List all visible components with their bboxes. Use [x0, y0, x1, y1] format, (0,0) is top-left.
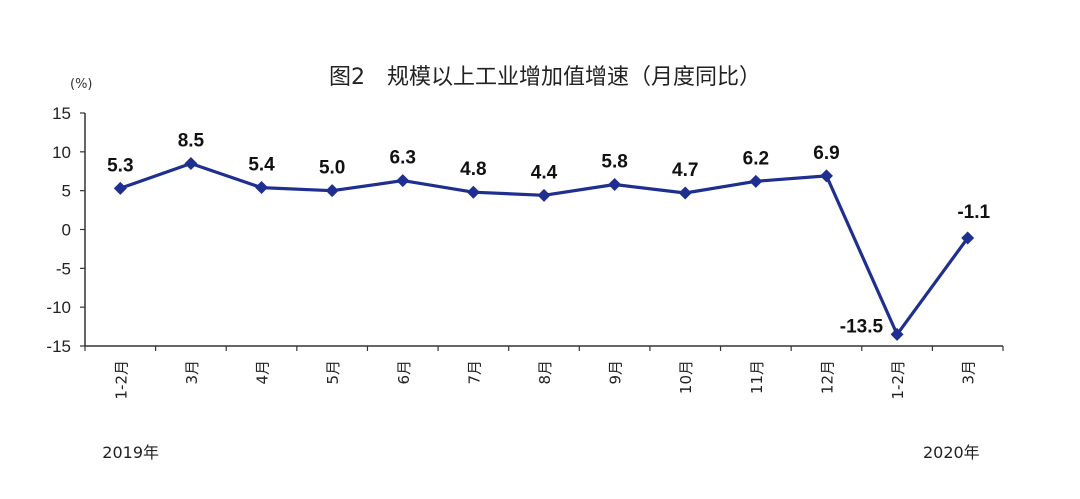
data-point-marker: [325, 184, 339, 198]
data-point-marker: [255, 181, 269, 195]
x-tick-label: 3月: [960, 360, 978, 385]
data-label: 4.7: [672, 160, 698, 181]
x-tick-label: 4月: [254, 360, 272, 385]
chart-axes: [84, 113, 1003, 347]
y-axis-ticks: 15 10 5 0 -5 -10 -15: [46, 104, 85, 356]
data-point-marker: [466, 185, 480, 199]
y-unit-label: (%): [70, 77, 93, 92]
data-point-marker: [537, 188, 551, 202]
y-tick-label: 0: [62, 221, 71, 240]
x-tick-label: 1-2月: [112, 360, 130, 400]
data-label: 4.4: [531, 162, 558, 183]
x-axis-ticks: 1-2月 3月 4月 5月 6月 7月 8月 9月 10月 11月 12月 1-2月 3月: [84, 346, 1004, 400]
data-point-marker: [890, 327, 904, 341]
y-tick-label: -5: [56, 259, 71, 278]
x-tick-label: 11月: [748, 360, 766, 394]
x-tick-label: 1-2月: [889, 360, 907, 400]
data-label: 6.2: [743, 148, 769, 169]
chart-title: 图2 规模以上工业增加值增速（月度同比）: [329, 65, 761, 90]
x-tick-label: 6月: [395, 360, 413, 385]
year-label-2020: 2020年: [923, 443, 980, 462]
x-tick-label: 10月: [677, 360, 695, 394]
year-label-2019: 2019年: [102, 443, 159, 462]
data-label: 5.3: [107, 155, 133, 176]
data-labels: 5.3 8.5 5.4 5.0 6.3 4.8 4.4 5.8 4.7 6.2 6.9 -13.5 -1…: [107, 130, 990, 337]
data-point-marker: [184, 156, 198, 170]
data-point-marker: [396, 174, 410, 188]
data-label: 8.5: [178, 130, 205, 151]
year-labels: 2019年 2020年: [102, 443, 979, 462]
data-point-marker: [608, 177, 622, 191]
data-point-marker: [749, 174, 763, 188]
data-label: -13.5: [840, 316, 884, 337]
x-tick-label: 12月: [818, 360, 836, 394]
y-tick-label: 5: [62, 182, 71, 201]
x-tick-label: 8月: [536, 360, 554, 385]
y-tick-label: -15: [46, 337, 71, 356]
data-label: -1.1: [957, 202, 990, 223]
y-tick-label: 10: [52, 143, 71, 162]
series-line-group: [113, 156, 975, 341]
data-label: 5.8: [601, 151, 627, 172]
y-tick-label: 15: [52, 104, 71, 123]
data-point-marker: [678, 186, 692, 200]
x-tick-label: 7月: [465, 360, 483, 385]
data-point-marker: [961, 231, 975, 245]
data-label: 5.4: [248, 155, 275, 176]
data-label: 5.0: [319, 158, 345, 179]
data-point-marker: [819, 169, 833, 183]
data-label: 4.8: [460, 159, 486, 180]
data-point-marker: [113, 181, 127, 195]
data-label: 6.3: [390, 148, 416, 169]
y-tick-label: -10: [46, 298, 71, 317]
x-tick-label: 3月: [183, 360, 201, 385]
x-tick-label: 9月: [607, 360, 625, 385]
x-tick-label: 5月: [324, 360, 342, 385]
data-label: 6.9: [813, 143, 839, 164]
